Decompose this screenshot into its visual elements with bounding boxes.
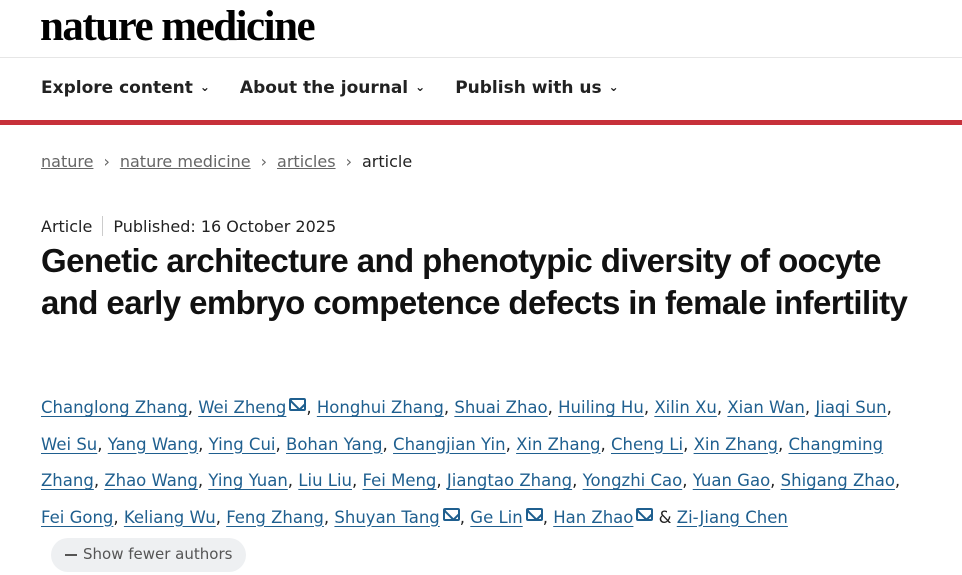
chevron-down-icon: ⌄	[199, 80, 210, 94]
article-title: Genetic architecture and phenotypic dive…	[41, 242, 908, 321]
author-link[interactable]: Zi-Jiang Chen	[676, 507, 788, 527]
author-link[interactable]: Ying Yuan	[208, 471, 288, 490]
breadcrumb: nature › nature medicine › articles › artic…	[41, 152, 412, 171]
author-link[interactable]: Bohan Yang	[286, 434, 383, 454]
nav-label: About the journal	[239, 78, 409, 98]
chevron-down-icon: ⌄	[608, 80, 619, 94]
author-link[interactable]: Shuyan Tang	[334, 507, 440, 527]
author-link[interactable]: Cheng Li	[611, 434, 684, 454]
breadcrumb-current: article	[361, 152, 413, 171]
nav-publish-with-us[interactable]: Publish with us ⌄	[455, 78, 619, 98]
minus-icon	[65, 553, 77, 556]
author-link[interactable]: Shigang Zhao	[780, 471, 895, 490]
author-link[interactable]: Xin Zhang	[516, 434, 601, 454]
author-link[interactable]: Jiangtao Zhang	[446, 471, 573, 490]
author-list: Changlong Zhang, Wei Zheng, Honghui Zhan…	[41, 390, 901, 573]
author-link[interactable]: Feng Zhang	[226, 507, 324, 527]
nav-label: Explore content	[41, 78, 193, 98]
mail-icon[interactable]	[636, 507, 654, 521]
author-link[interactable]: Wei Zheng	[198, 398, 287, 417]
chevron-down-icon: ⌄	[415, 80, 426, 94]
author-link[interactable]: Xilin Xu	[654, 398, 717, 417]
author-link[interactable]: Xin Zhang	[693, 434, 778, 454]
breadcrumb-nature-medicine[interactable]: nature medicine	[119, 152, 251, 171]
author-link[interactable]: Huiling Hu	[558, 398, 644, 417]
author-link[interactable]: Jiaqi Sun	[815, 398, 887, 417]
nav-label: Publish with us	[455, 78, 602, 98]
article-type: Article	[41, 216, 93, 236]
author-link[interactable]: Shuai Zhao	[454, 398, 548, 417]
published-date: Published: 16 October 2025	[113, 216, 337, 236]
author-link[interactable]: Changming Zhang	[41, 434, 884, 491]
main-nav: Explore content ⌄ About the journal ⌄ Publ…	[41, 78, 619, 98]
chevron-right-icon: ›	[103, 152, 110, 171]
mail-icon[interactable]	[442, 507, 460, 521]
nav-explore-content[interactable]: Explore content ⌄	[41, 78, 210, 98]
nav-about-journal[interactable]: About the journal ⌄	[240, 78, 425, 98]
author-link[interactable]: Ge Lin	[470, 507, 523, 527]
author-link[interactable]: Honghui Zhang	[316, 398, 444, 417]
journal-logo[interactable]: nature medicine	[40, 3, 316, 50]
author-link[interactable]: Liu Liu	[298, 471, 353, 490]
author-link[interactable]: Wei Su	[41, 434, 98, 454]
breadcrumb-articles[interactable]: articles	[277, 152, 336, 171]
author-link[interactable]: Yang Wang	[107, 434, 199, 454]
author-link[interactable]: Changlong Zhang	[41, 398, 188, 417]
mail-icon[interactable]	[525, 507, 543, 521]
author-link[interactable]: Fei Gong	[41, 507, 114, 527]
author-link[interactable]: Yongzhi Cao	[582, 471, 683, 490]
show-fewer-label: Show fewer authors	[83, 545, 233, 564]
mail-icon[interactable]	[289, 398, 307, 411]
breadcrumb-nature[interactable]: nature	[41, 152, 94, 171]
author-link[interactable]: Ying Cui	[208, 434, 276, 454]
author-link[interactable]: Yuan Gao	[692, 471, 771, 490]
author-link[interactable]: Keliang Wu	[123, 507, 216, 527]
header-divider	[0, 57, 962, 58]
show-fewer-authors-button[interactable]: Show fewer authors	[51, 537, 247, 572]
chevron-right-icon: ›	[260, 152, 268, 171]
article-meta: Article Published: 16 October 2025	[41, 216, 336, 236]
chevron-right-icon: ›	[345, 152, 352, 171]
accent-bar	[0, 120, 962, 125]
author-link[interactable]: Zhao Wang	[104, 471, 198, 490]
author-link[interactable]: Changjian Yin	[393, 434, 506, 454]
author-link[interactable]: Han Zhao	[553, 507, 634, 527]
meta-divider	[102, 216, 104, 236]
author-link[interactable]: Xian Wan	[727, 398, 805, 417]
author-link[interactable]: Fei Meng	[362, 471, 437, 490]
